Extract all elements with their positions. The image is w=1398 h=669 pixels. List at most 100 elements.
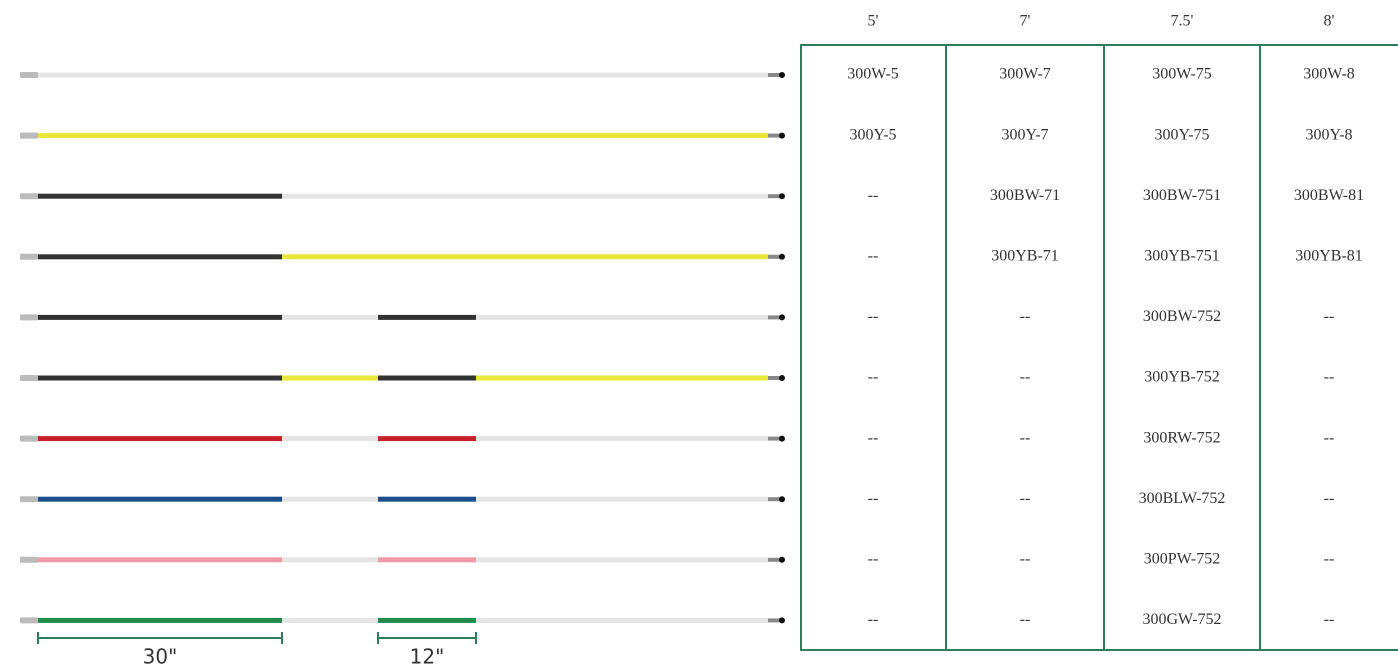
rod-end — [779, 375, 785, 381]
rod-segment — [476, 557, 768, 563]
rod-segment — [38, 72, 768, 78]
rod-end — [779, 193, 785, 200]
cell: -- — [1020, 611, 1031, 628]
cell: -- — [868, 550, 879, 567]
rod-tip — [768, 133, 780, 138]
rod-tip — [768, 436, 780, 441]
cell: -- — [1324, 369, 1335, 386]
cell: -- — [1020, 550, 1031, 567]
rod-end — [779, 435, 785, 442]
rods — [20, 72, 785, 624]
column-header: 7.5' — [1171, 13, 1194, 30]
rod-segment — [378, 314, 476, 320]
rod-segment — [38, 617, 282, 623]
cell: -- — [1324, 429, 1335, 446]
cell: 300PW-752 — [1144, 550, 1220, 567]
rod-end — [779, 72, 785, 78]
rod-segment — [38, 133, 768, 139]
cell: 300YB-71 — [991, 247, 1059, 264]
rod-segment — [378, 617, 476, 623]
cell: -- — [868, 611, 879, 628]
rod-segment — [282, 436, 378, 442]
cell: 300Y-7 — [1001, 126, 1048, 143]
cell: -- — [1020, 369, 1031, 386]
cell: 300Y-5 — [849, 126, 896, 143]
rod-end — [779, 496, 785, 503]
rod-tip — [768, 618, 780, 623]
rod-segment — [38, 254, 282, 260]
rod-segment — [282, 557, 378, 563]
rod-cap — [20, 617, 38, 624]
cell: 300BW-71 — [990, 187, 1060, 204]
rod-tip — [768, 254, 780, 259]
rod-tip — [768, 73, 780, 77]
column-header: 8' — [1324, 13, 1335, 30]
cell: 300RW-752 — [1143, 429, 1220, 446]
cell: -- — [1020, 308, 1031, 325]
dimension-label: 12" — [410, 645, 445, 669]
rod-cap — [20, 375, 38, 381]
rod-cap — [20, 132, 38, 139]
cell: 300BLW-752 — [1139, 490, 1226, 507]
cell: -- — [1324, 611, 1335, 628]
cell: 300YB-751 — [1144, 247, 1220, 264]
cell: -- — [868, 369, 879, 386]
rod-segment — [38, 436, 282, 442]
rod-segment — [378, 436, 476, 442]
product-table: 5' 7' 7.5' 8' 300W-5 300W-7 300W-75 300W-8 300Y-… — [800, 13, 1398, 651]
rod-cap — [20, 72, 38, 78]
rod-segment — [476, 436, 768, 442]
rod-segment — [282, 254, 768, 260]
dimension-label: 30" — [143, 645, 178, 669]
rod-segment — [282, 375, 378, 381]
column-header: 5' — [868, 13, 879, 30]
rod-tip — [768, 315, 780, 320]
rod-tip — [768, 194, 780, 199]
rod-segment — [476, 617, 768, 623]
rod-segment — [476, 314, 768, 320]
rod-end — [779, 314, 785, 321]
cell: -- — [868, 247, 879, 264]
cell: 300W-5 — [847, 66, 899, 83]
rod-segment — [282, 496, 378, 502]
column-header: 7' — [1020, 13, 1031, 30]
cell: -- — [1020, 490, 1031, 507]
cell: 300Y-75 — [1154, 126, 1209, 143]
cell: -- — [868, 429, 879, 446]
rod-segment — [282, 193, 768, 199]
rod-segment — [38, 557, 282, 563]
rod-cap — [20, 314, 38, 321]
cell: 300W-75 — [1152, 66, 1212, 83]
rod-segment — [378, 557, 476, 563]
cell: 300YB-752 — [1144, 369, 1220, 386]
cell: -- — [1324, 490, 1335, 507]
cell: -- — [868, 308, 879, 325]
rod-end — [779, 556, 785, 563]
rod-segment — [378, 496, 476, 502]
rod-segment — [282, 617, 378, 623]
rod-end — [779, 253, 785, 260]
rod-segment — [378, 375, 476, 381]
rod-tip — [768, 557, 780, 562]
cell: 300GW-752 — [1142, 611, 1221, 628]
cell: -- — [868, 490, 879, 507]
cell: 300BW-752 — [1143, 308, 1221, 325]
rod-segment — [38, 375, 282, 381]
rod-cap — [20, 496, 38, 503]
cell: 300W-7 — [999, 66, 1051, 83]
rod-segment — [38, 496, 282, 502]
cell: 300BW-751 — [1143, 187, 1221, 204]
rod-segment — [282, 314, 378, 320]
rod-cap — [20, 253, 38, 260]
rod-cap — [20, 435, 38, 442]
cell: -- — [1324, 550, 1335, 567]
cell: 300W-8 — [1303, 66, 1355, 83]
rod-end — [779, 132, 785, 139]
rod-cap — [20, 193, 38, 200]
cell: -- — [868, 187, 879, 204]
rod-cap — [20, 556, 38, 563]
cell: -- — [1324, 308, 1335, 325]
rod-tip — [768, 376, 780, 380]
cell: 300Y-8 — [1305, 126, 1352, 143]
